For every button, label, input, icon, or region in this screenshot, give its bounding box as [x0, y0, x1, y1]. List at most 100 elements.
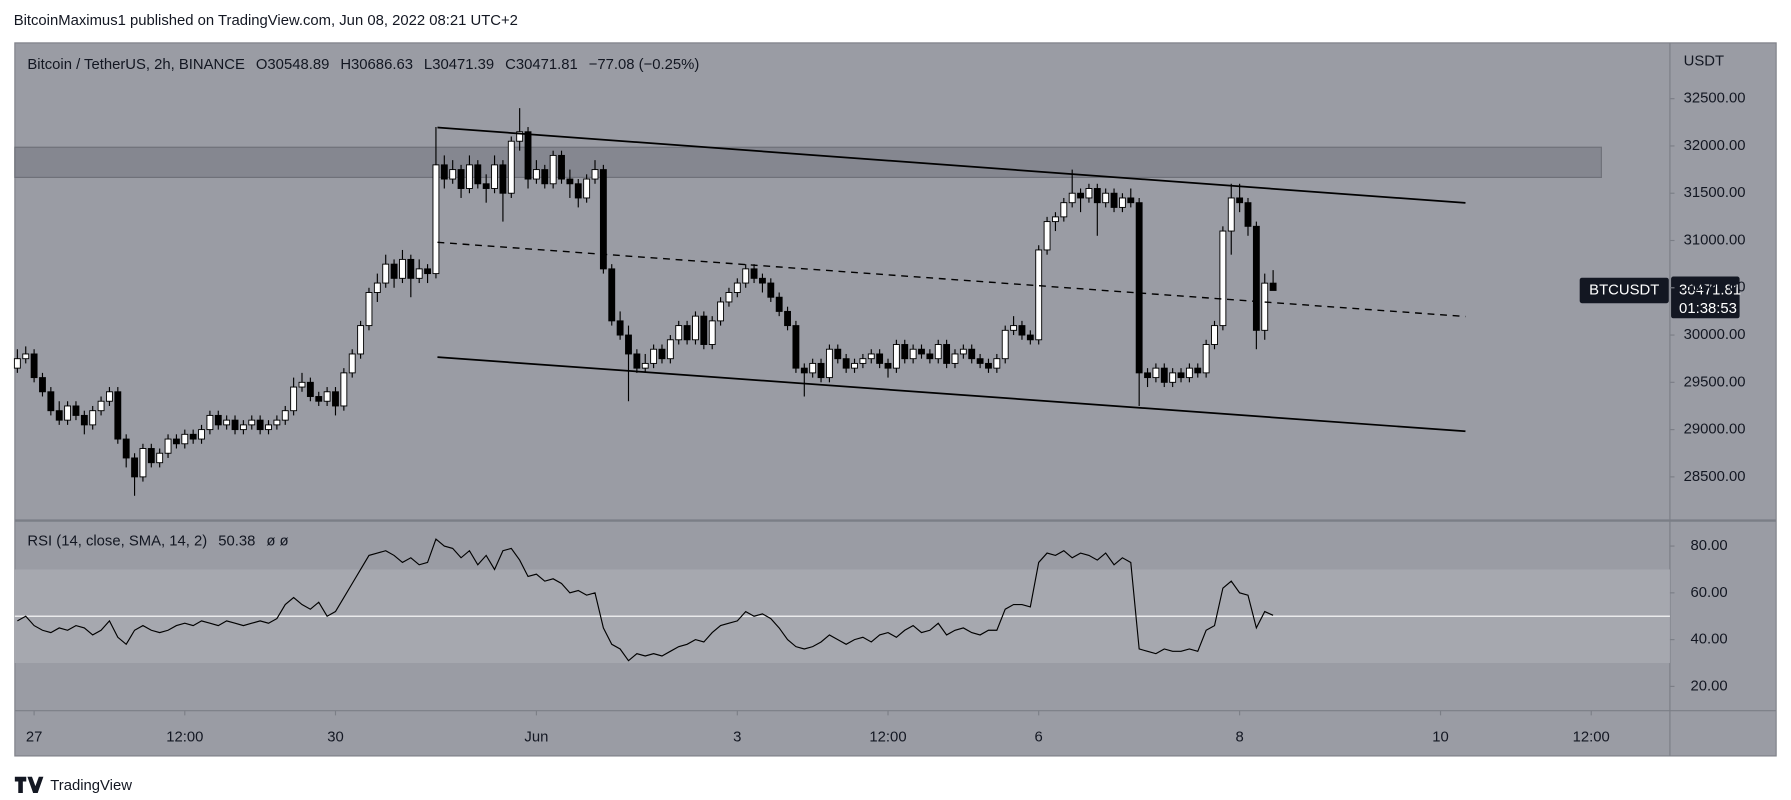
candle-body [541, 169, 549, 185]
candle-body [532, 169, 540, 180]
candle-body [750, 268, 758, 279]
candle-body [708, 320, 716, 345]
candle-body [985, 362, 992, 369]
x-tick-label: 8 [1235, 728, 1243, 745]
candle-body [675, 325, 683, 341]
candle-body [72, 405, 80, 416]
rsi-line [17, 538, 1274, 662]
x-tick-label: 12:00 [166, 728, 203, 745]
ohlc-value: 30548.89 [267, 56, 329, 73]
candle-body [1093, 188, 1101, 204]
candle-body [357, 325, 365, 355]
y-tick-label: 30500.00 [1684, 279, 1746, 296]
x-tick-label: 10 [1432, 728, 1449, 745]
candle-body [22, 353, 30, 360]
candle-body [549, 154, 557, 185]
channel-mid [437, 241, 1466, 318]
candle-body [717, 301, 725, 322]
candle-body [926, 353, 934, 360]
candle-body [466, 164, 473, 189]
publisher-line: BitcoinMaximus1 published on TradingView… [14, 12, 518, 29]
candle-body [156, 452, 164, 464]
tv-logo [14, 776, 44, 794]
candle-body [1035, 249, 1043, 341]
ohlc-value: 30471.39 [432, 56, 494, 73]
candle-body [323, 391, 331, 402]
candle-body [106, 391, 113, 402]
candle-body [867, 353, 875, 360]
candle-body [792, 325, 800, 369]
candle-body [131, 457, 138, 478]
candle-body [265, 424, 272, 431]
ohlc-value: 30686.63 [351, 56, 413, 73]
candle-body [1102, 192, 1110, 204]
candle-body [959, 348, 967, 355]
candle-body [583, 178, 591, 199]
y-tick-label: 29500.00 [1684, 373, 1746, 390]
candle-body [248, 419, 256, 426]
candle-body [332, 391, 339, 407]
rsi-y-tick-label: 60.00 [1690, 584, 1727, 601]
candle-body [1252, 225, 1260, 331]
y-tick-label: 31500.00 [1684, 184, 1746, 201]
candle-body [934, 344, 942, 360]
candle-body [1018, 325, 1026, 336]
candle-body [892, 344, 900, 369]
candle-body [1152, 367, 1160, 379]
candle-body [775, 296, 783, 312]
candle-body [834, 348, 842, 360]
candle-body [181, 433, 189, 445]
candle-body [1085, 188, 1093, 199]
candle-body [30, 353, 38, 379]
candle-body [223, 419, 231, 426]
candle-body [206, 414, 214, 431]
ohlc-letter: H [340, 56, 351, 73]
rsi-y-tick-label: 40.00 [1690, 631, 1727, 648]
candle-body [817, 362, 825, 379]
candle-body [474, 164, 482, 185]
candle-body [432, 164, 440, 275]
candle-body [189, 433, 197, 440]
change: −77.08 (−0.25%) [589, 56, 700, 73]
candle-body [1052, 216, 1059, 223]
candle-body [1185, 367, 1193, 379]
candle-body [214, 414, 222, 426]
candle-body [809, 362, 817, 374]
legend: Bitcoin / TetherUS, 2h, BINANCE O30548.8… [27, 56, 699, 73]
candle-body [1261, 282, 1269, 331]
y-tick-label: 32000.00 [1684, 137, 1746, 154]
candle-body [491, 164, 498, 189]
candle-body [1135, 202, 1143, 374]
ohlc-letter: L [424, 56, 432, 73]
symbol-tag: BTCUSDT [1589, 281, 1659, 298]
candle-body [415, 268, 423, 279]
candle-body [281, 410, 289, 421]
candle-body [683, 325, 691, 341]
candle-body [859, 358, 867, 364]
candle-body [625, 334, 632, 355]
candle-body [1211, 325, 1218, 345]
candle-body [666, 339, 674, 360]
candle-body [13, 358, 21, 369]
candle-body [172, 438, 180, 445]
price-tag-countdown: 01:38:53 [1679, 300, 1737, 317]
candle-body [650, 348, 658, 364]
candle-body [759, 277, 766, 284]
y-tick-label: 30000.00 [1684, 326, 1746, 343]
rsi-legend: RSI (14, close, SMA, 14, 2) 50.38 ø ø [27, 532, 288, 549]
resistance-zone [14, 146, 1602, 178]
rsi-layer [14, 538, 1670, 664]
candle-body [1043, 221, 1051, 251]
candle-body [641, 362, 649, 369]
candle-body [566, 178, 574, 185]
ohlc-letter: C [505, 56, 516, 73]
candle-body [742, 268, 750, 284]
candle-body [147, 448, 155, 464]
candle-body [558, 154, 565, 180]
candle-body [407, 258, 415, 279]
candle-body [909, 348, 917, 360]
rsi-y-tick-label: 80.00 [1690, 537, 1727, 554]
candle-body [884, 362, 892, 369]
candle-body [1202, 344, 1210, 374]
